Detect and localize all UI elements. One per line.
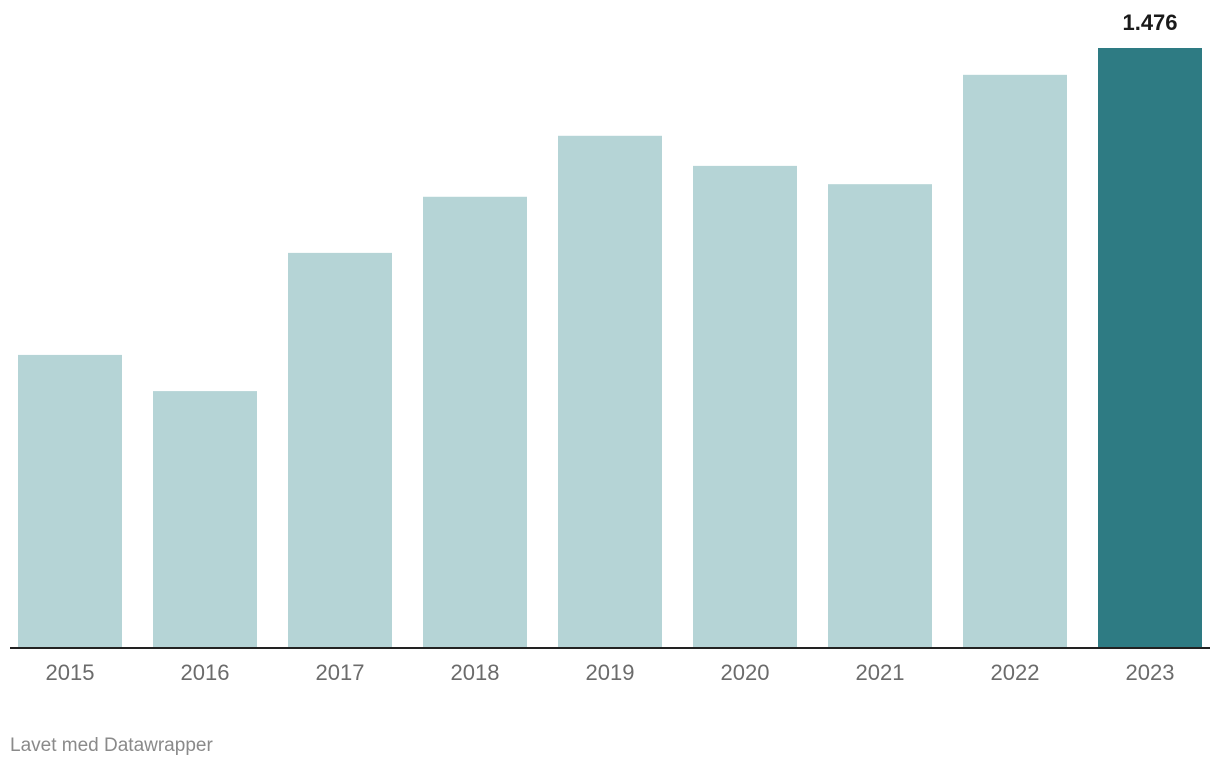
bar [693, 165, 797, 649]
bar [1098, 48, 1202, 648]
x-tick-label: 2018 [451, 660, 500, 685]
bar [558, 135, 662, 648]
x-tick-label: 2021 [856, 660, 905, 685]
x-tick-label: 2015 [46, 660, 95, 685]
bar [423, 196, 527, 648]
bar [828, 184, 932, 648]
bar [963, 74, 1067, 648]
x-tick-label: 2022 [991, 660, 1040, 685]
footer: Lavet med Datawrapper [10, 735, 213, 756]
value-label: 1.476 [1122, 10, 1177, 35]
x-tick-label: 2016 [181, 660, 230, 685]
bar [18, 354, 122, 648]
x-tick-label: 2020 [721, 660, 770, 685]
x-tick-label: 2023 [1126, 660, 1175, 685]
x-tick-label: 2019 [586, 660, 635, 685]
bar [288, 252, 392, 648]
bar [153, 391, 257, 648]
x-tick-label: 2017 [316, 660, 365, 685]
